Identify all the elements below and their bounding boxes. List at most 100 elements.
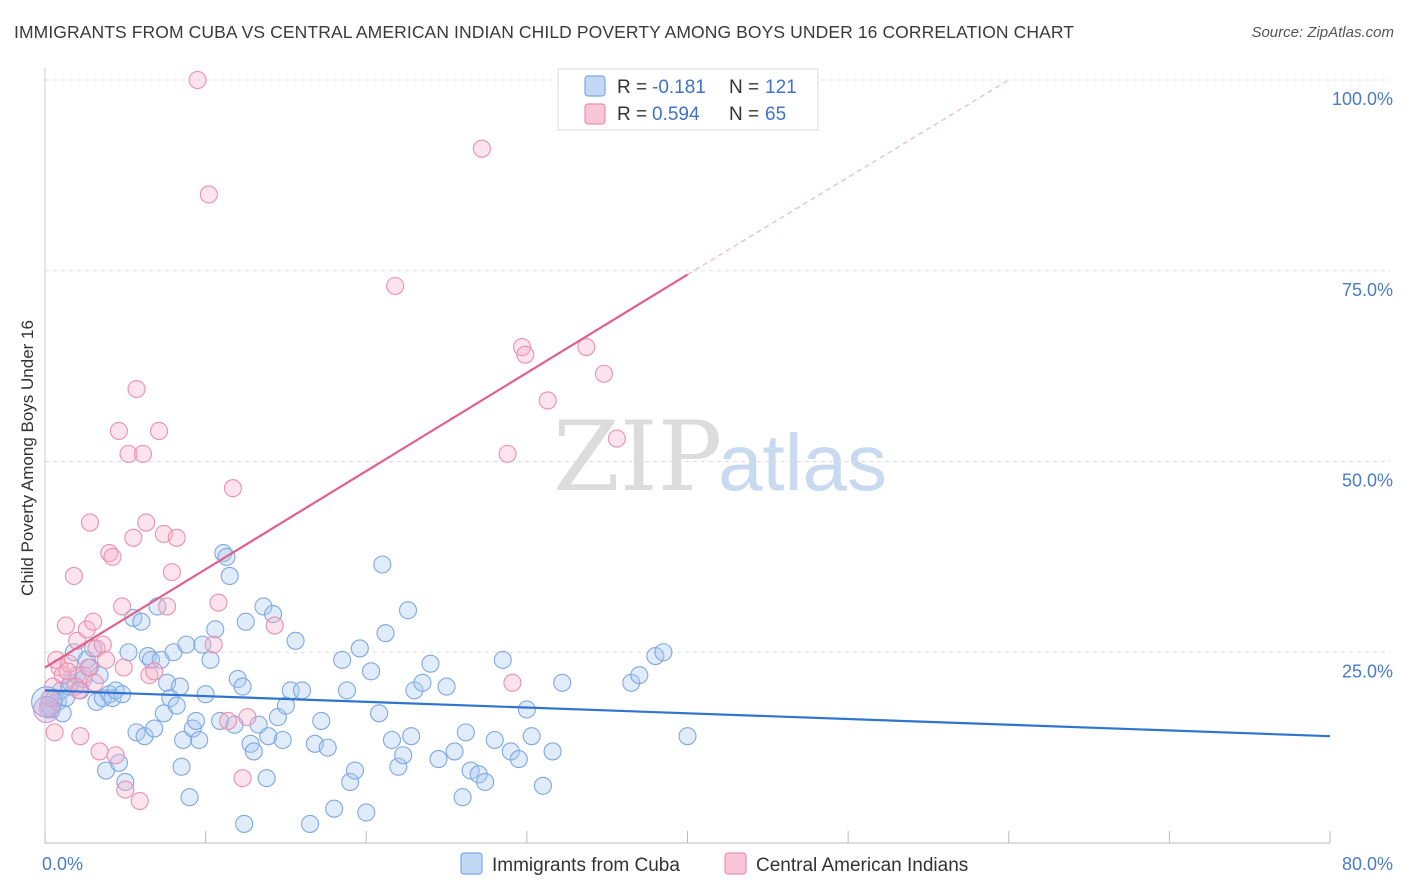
point-central-american-56: [607, 429, 626, 448]
point-central-american-58: [79, 658, 98, 677]
point-central-american-47: [472, 139, 491, 158]
chart-title: IMMIGRANTS FROM CUBA VS CENTRAL AMERICAN…: [14, 22, 1075, 42]
point-central-american-34: [158, 597, 177, 616]
legend-n-value-1: 121: [765, 77, 797, 98]
point-cuba-65: [264, 605, 283, 624]
point-cuba-83: [362, 662, 381, 681]
point-central-american-0: [39, 700, 58, 719]
correlation-legend: R = -0.181 N = 121 R = 0.594 N = 65: [557, 68, 819, 131]
y-tick-label-2: 75.0%: [1342, 280, 1393, 300]
legend-r-label-2: R =: [617, 104, 647, 125]
point-central-american-19: [103, 547, 122, 566]
gridlines: [45, 79, 1390, 653]
point-cuba-74: [312, 711, 331, 730]
x-tick-label-0: 0.0%: [42, 854, 83, 874]
point-cuba-100: [469, 765, 488, 784]
point-central-american-55: [594, 364, 614, 383]
point-cuba-105: [509, 750, 528, 769]
point-cuba-88: [389, 757, 408, 776]
point-central-american-52: [538, 391, 557, 410]
point-cuba-86: [376, 624, 395, 643]
watermark-zip: ZIP: [553, 401, 722, 513]
point-cuba-120: [235, 814, 254, 833]
point-cuba-71: [292, 681, 312, 700]
point-cuba-79: [341, 772, 360, 792]
point-central-american-22: [113, 597, 132, 616]
point-central-american-21: [109, 421, 128, 441]
point-central-american-7: [64, 566, 83, 586]
point-cuba-90: [398, 601, 418, 620]
point-cuba-106: [517, 700, 536, 719]
point-cuba-107: [522, 727, 541, 746]
point-central-american-5: [56, 616, 75, 635]
point-central-american-27: [130, 791, 149, 811]
point-cuba-59: [236, 612, 255, 631]
point-cuba-51: [206, 620, 225, 639]
point-cuba-75: [318, 738, 337, 757]
series-legend-swatch-cuba: [460, 852, 483, 875]
series-legend: Immigrants from Cuba Central American In…: [460, 852, 968, 876]
point-central-american-25: [124, 528, 143, 547]
point-central-american-35: [162, 563, 181, 582]
point-cuba-115: [678, 727, 697, 746]
y-axis-label: Child Poverty Among Boys Under 16: [18, 320, 37, 596]
trend-line-cuba: [44, 689, 1331, 738]
point-cuba-29: [132, 612, 151, 631]
point-cuba-40: [167, 696, 186, 715]
point-central-american-24: [119, 444, 138, 463]
point-central-american-15: [90, 742, 109, 761]
point-cuba-58: [233, 677, 252, 696]
point-cuba-47: [190, 730, 209, 750]
point-cuba-108: [533, 776, 552, 795]
point-central-american-37: [188, 70, 207, 90]
legend-swatch-central-american: [584, 103, 606, 125]
point-cuba-84: [370, 704, 389, 723]
point-cuba-117: [257, 769, 276, 788]
point-central-american-13: [84, 612, 103, 631]
point-central-american-39: [204, 635, 223, 654]
point-central-american-61: [45, 723, 64, 742]
point-cuba-81: [350, 639, 369, 658]
point-cuba-97: [445, 742, 464, 761]
point-cuba-89: [394, 746, 413, 765]
point-cuba-50: [201, 650, 220, 669]
point-cuba-78: [337, 681, 357, 700]
y-tick-label-1: 50.0%: [1342, 471, 1393, 491]
point-central-american-48: [498, 444, 517, 463]
point-central-american-51: [516, 345, 535, 364]
point-central-american-26: [127, 379, 146, 399]
point-central-american-20: [106, 746, 125, 765]
point-central-american-32: [149, 421, 169, 441]
point-cuba-63: [254, 597, 273, 616]
legend-n-label-1: N =: [729, 77, 759, 98]
point-central-american-6: [60, 654, 79, 673]
point-cuba-55: [220, 566, 239, 586]
watermark: ZIP atlas: [553, 401, 887, 513]
point-cuba-98: [453, 788, 472, 807]
point-cuba-41: [170, 677, 189, 696]
trend-lines: [44, 79, 1331, 738]
point-cuba-85: [373, 555, 392, 574]
point-cuba-77: [333, 650, 352, 669]
axes: 0.0% 80.0% 25.0% 50.0% 75.0% 100.0%: [42, 68, 1393, 874]
point-cuba-32: [141, 650, 161, 669]
point-cuba-91: [402, 727, 421, 746]
point-central-american-54: [577, 337, 596, 357]
point-cuba-93: [413, 673, 432, 692]
point-cuba-87: [382, 730, 402, 750]
point-central-american-46: [386, 276, 405, 296]
point-cuba-44: [180, 788, 199, 807]
point-central-american-49: [503, 673, 522, 692]
point-cuba-70: [286, 631, 305, 650]
point-cuba-94: [421, 654, 440, 673]
y-tick-label-3: 100.0%: [1332, 89, 1393, 109]
point-cuba-109: [543, 742, 562, 761]
watermark-atlas: atlas: [718, 418, 887, 507]
series-legend-label-cuba: Immigrants from Cuba: [492, 855, 680, 876]
point-cuba-76: [325, 799, 344, 818]
legend-swatch-cuba: [584, 75, 606, 97]
point-cuba-82: [357, 803, 376, 822]
source-credit: Source: ZipAtlas.com: [1251, 24, 1394, 41]
point-cuba-80: [345, 761, 365, 780]
